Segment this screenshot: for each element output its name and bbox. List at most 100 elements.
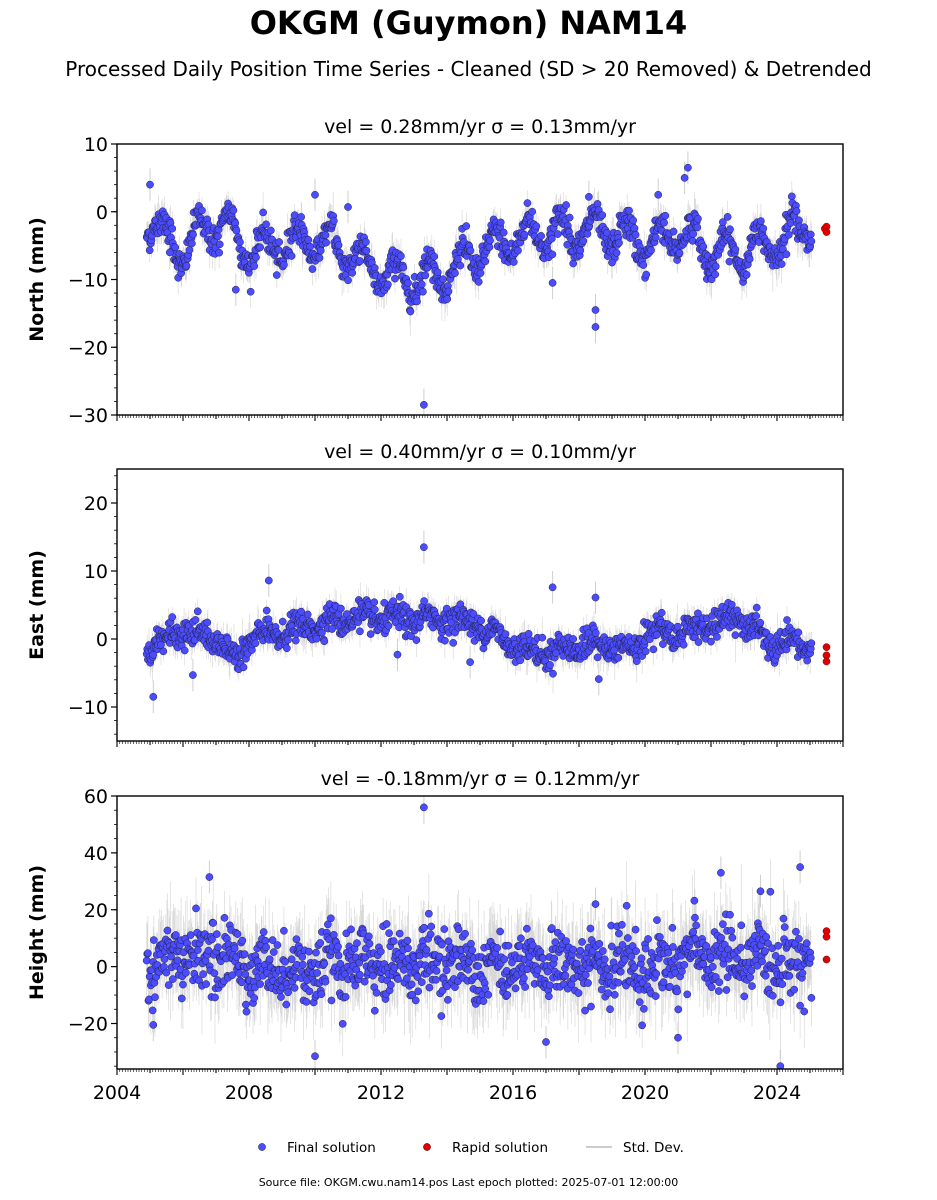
final-point [725, 257, 734, 266]
final-point [752, 603, 761, 612]
final-point-outlier [311, 190, 319, 199]
y-tick-label: −10 [68, 270, 108, 292]
final-point [807, 237, 816, 246]
final-point [466, 246, 475, 255]
final-point [320, 637, 329, 646]
final-point [334, 241, 343, 249]
final-point [441, 636, 449, 645]
final-point [328, 625, 336, 633]
final-point [651, 233, 660, 242]
final-point [501, 630, 510, 638]
final-point [395, 592, 404, 601]
final-point [283, 644, 291, 653]
final-point [291, 636, 300, 645]
final-point [214, 232, 222, 241]
final-point [532, 222, 541, 231]
final-point-outlier [548, 279, 557, 287]
final-point [362, 246, 371, 255]
final-point [499, 228, 508, 237]
final-point [553, 230, 562, 238]
final-point [757, 217, 765, 225]
chart-panels: vel = 0.28mm/yr σ = 0.13mm/yr North (mm) 1… [26, 116, 844, 1104]
final-point [548, 250, 557, 259]
final-point [538, 633, 547, 642]
final-point [145, 246, 154, 255]
final-point [251, 639, 260, 648]
y-axis-label: North (mm) [26, 217, 48, 342]
final-point [370, 598, 379, 607]
final-point [272, 271, 281, 279]
final-point [731, 631, 740, 639]
final-point [420, 597, 428, 605]
final-point [777, 260, 786, 268]
final-point [180, 646, 189, 655]
final-point [312, 634, 321, 643]
final-point [348, 268, 357, 277]
final-point [562, 201, 570, 209]
final-point [308, 265, 317, 273]
final-point [304, 235, 313, 244]
final-point [191, 616, 200, 624]
final-point [569, 259, 578, 268]
final-point [168, 224, 177, 233]
final-point [711, 262, 720, 271]
final-point-outlier [189, 671, 197, 679]
final-point [669, 227, 678, 236]
final-point [689, 229, 698, 238]
final-point [565, 213, 574, 222]
final-point [806, 230, 815, 239]
y-tick-label: 0 [96, 202, 108, 224]
final-point [784, 230, 793, 239]
final-point [786, 219, 795, 227]
final-point [612, 248, 621, 257]
final-point [520, 230, 529, 239]
final-point [215, 248, 224, 257]
final-point [673, 622, 682, 631]
rapid-point [822, 657, 831, 666]
final-point [576, 246, 585, 255]
final-point [306, 242, 314, 251]
y-tick-label: −30 [68, 405, 108, 427]
final-point [807, 639, 816, 648]
final-point [413, 297, 421, 306]
final-point [284, 635, 292, 644]
final-point [783, 616, 791, 624]
final-point [384, 280, 392, 289]
final-point-outlier [608, 258, 616, 267]
final-point [752, 612, 760, 620]
final-point [287, 252, 296, 260]
final-point [280, 260, 288, 269]
final-point [316, 246, 325, 255]
final-point-outlier [591, 593, 600, 602]
final-point-outlier [548, 583, 557, 592]
final-point [407, 632, 415, 641]
final-point [421, 271, 430, 280]
final-point [583, 230, 592, 238]
final-point-outlier [231, 285, 240, 294]
final-point [451, 269, 459, 277]
final-point [474, 278, 483, 286]
final-point [549, 669, 557, 678]
final-point [660, 218, 668, 227]
final-point [731, 245, 740, 254]
stddev-bars [146, 151, 812, 415]
final-point [486, 236, 494, 245]
final-point [203, 618, 212, 627]
final-point [246, 287, 255, 296]
final-point [694, 638, 703, 646]
final-point [615, 239, 623, 247]
panel-1: vel = 0.28mm/yr σ = 0.13mm/yr North (mm) 1… [26, 116, 844, 427]
final-point-outlier [684, 163, 692, 172]
final-point [232, 226, 241, 235]
final-point [433, 268, 442, 277]
final-point [303, 610, 312, 619]
final-point [647, 246, 655, 255]
final-point [591, 629, 600, 637]
final-point [182, 261, 191, 270]
final-point [756, 618, 765, 627]
final-point [469, 610, 478, 618]
rapid-point [822, 228, 831, 236]
y-tick-label: 10 [84, 561, 108, 583]
final-point [794, 628, 803, 637]
final-point [439, 275, 447, 284]
